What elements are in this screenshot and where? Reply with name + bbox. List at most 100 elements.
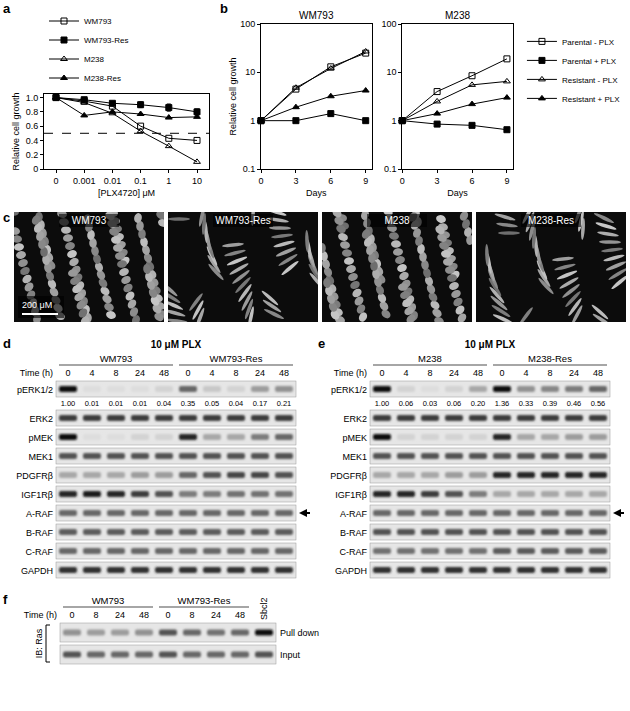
svg-text:0.33: 0.33 bbox=[519, 399, 534, 408]
svg-text:0.001: 0.001 bbox=[73, 176, 96, 186]
svg-text:M238-Res: M238-Res bbox=[84, 74, 121, 83]
svg-text:8: 8 bbox=[427, 368, 432, 378]
svg-text:Resistant + PLX: Resistant + PLX bbox=[562, 95, 620, 104]
svg-text:0: 0 bbox=[499, 368, 504, 378]
svg-text:WM793-Res: WM793-Res bbox=[84, 36, 128, 45]
svg-text:4: 4 bbox=[89, 368, 94, 378]
svg-text:B-RAF: B-RAF bbox=[26, 528, 54, 538]
svg-text:10: 10 bbox=[192, 176, 202, 186]
svg-text:WM793-Res: WM793-Res bbox=[210, 353, 263, 364]
svg-text:C-RAF: C-RAF bbox=[340, 547, 368, 557]
svg-text:Days: Days bbox=[447, 188, 468, 198]
svg-text:8: 8 bbox=[233, 368, 238, 378]
svg-text:48: 48 bbox=[473, 368, 483, 378]
svg-text:Relative cell growth: Relative cell growth bbox=[11, 92, 21, 170]
svg-text:100: 100 bbox=[381, 19, 396, 29]
svg-text:0.06: 0.06 bbox=[447, 399, 462, 408]
svg-text:WM793: WM793 bbox=[299, 10, 334, 21]
svg-text:MEK1: MEK1 bbox=[28, 452, 53, 462]
svg-text:M238: M238 bbox=[384, 215, 409, 226]
svg-text:0: 0 bbox=[258, 176, 263, 186]
svg-text:10 μM PLX: 10 μM PLX bbox=[151, 339, 202, 350]
svg-text:M238: M238 bbox=[84, 55, 105, 64]
svg-text:pMEK: pMEK bbox=[342, 433, 367, 443]
svg-text:WM793: WM793 bbox=[92, 595, 125, 606]
svg-text:10: 10 bbox=[386, 67, 396, 77]
svg-text:0.1: 0.1 bbox=[134, 176, 147, 186]
svg-text:0: 0 bbox=[53, 176, 58, 186]
svg-text:IGF1Rβ: IGF1Rβ bbox=[21, 490, 53, 500]
svg-text:WM793-Res: WM793-Res bbox=[178, 595, 231, 606]
svg-text:M238: M238 bbox=[445, 10, 470, 21]
svg-text:Time (h): Time (h) bbox=[334, 368, 367, 378]
svg-text:24: 24 bbox=[569, 368, 579, 378]
svg-text:4: 4 bbox=[403, 368, 408, 378]
svg-text:GAPDH: GAPDH bbox=[335, 566, 367, 576]
svg-text:Parental + PLX: Parental + PLX bbox=[562, 57, 617, 66]
svg-text:6: 6 bbox=[470, 176, 475, 186]
svg-text:0.01: 0.01 bbox=[109, 399, 124, 408]
svg-text:IGF1Rβ: IGF1Rβ bbox=[335, 490, 367, 500]
svg-text:3: 3 bbox=[435, 176, 440, 186]
svg-text:PDGFRβ: PDGFRβ bbox=[16, 471, 53, 481]
svg-text:1.36: 1.36 bbox=[495, 399, 510, 408]
svg-text:0: 0 bbox=[379, 368, 384, 378]
svg-text:0: 0 bbox=[69, 610, 74, 620]
svg-text:pERK1/2: pERK1/2 bbox=[331, 385, 367, 395]
svg-text:0.1: 0.1 bbox=[384, 164, 397, 174]
svg-text:Time (h): Time (h) bbox=[24, 610, 57, 620]
svg-text:3: 3 bbox=[293, 176, 298, 186]
svg-text:a: a bbox=[3, 1, 11, 16]
svg-text:200 μM: 200 μM bbox=[22, 300, 52, 310]
svg-text:0: 0 bbox=[65, 368, 70, 378]
svg-text:MEK1: MEK1 bbox=[342, 452, 367, 462]
svg-text:C-RAF: C-RAF bbox=[26, 547, 54, 557]
svg-text:e: e bbox=[318, 336, 325, 351]
svg-text:IB: Ras: IB: Ras bbox=[34, 628, 44, 658]
svg-text:0.01: 0.01 bbox=[85, 399, 100, 408]
svg-text:100: 100 bbox=[240, 19, 255, 29]
svg-text:0.06: 0.06 bbox=[399, 399, 414, 408]
svg-text:WM793: WM793 bbox=[72, 215, 107, 226]
svg-text:0.01: 0.01 bbox=[104, 176, 122, 186]
svg-text:0.39: 0.39 bbox=[543, 399, 558, 408]
svg-text:0.6: 0.6 bbox=[26, 121, 39, 131]
svg-text:0.56: 0.56 bbox=[591, 399, 606, 408]
svg-text:0.1: 0.1 bbox=[243, 164, 256, 174]
svg-text:c: c bbox=[3, 210, 10, 225]
svg-text:Resistant - PLX: Resistant - PLX bbox=[562, 76, 618, 85]
svg-text:[PLX4720] μM: [PLX4720] μM bbox=[98, 188, 155, 198]
svg-text:0: 0 bbox=[33, 164, 38, 174]
svg-text:4: 4 bbox=[523, 368, 528, 378]
svg-text:WM793: WM793 bbox=[84, 17, 112, 26]
svg-text:Sbcl2: Sbcl2 bbox=[259, 597, 269, 620]
svg-text:ERK2: ERK2 bbox=[343, 414, 367, 424]
svg-text:0: 0 bbox=[165, 610, 170, 620]
svg-text:24: 24 bbox=[115, 610, 125, 620]
svg-text:24: 24 bbox=[135, 368, 145, 378]
svg-text:0.04: 0.04 bbox=[229, 399, 244, 408]
svg-text:pERK1/2: pERK1/2 bbox=[17, 385, 53, 395]
svg-text:GAPDH: GAPDH bbox=[21, 566, 53, 576]
svg-text:48: 48 bbox=[139, 610, 149, 620]
svg-text:0: 0 bbox=[400, 176, 405, 186]
svg-text:Relative cell growth: Relative cell growth bbox=[228, 57, 238, 135]
svg-text:Input: Input bbox=[280, 650, 301, 660]
svg-text:WM793-Res: WM793-Res bbox=[215, 215, 271, 226]
svg-text:d: d bbox=[3, 336, 11, 351]
svg-text:1.00: 1.00 bbox=[375, 399, 390, 408]
svg-text:24: 24 bbox=[255, 368, 265, 378]
svg-text:f: f bbox=[3, 592, 8, 607]
svg-text:24: 24 bbox=[211, 610, 221, 620]
svg-text:M238-Res: M238-Res bbox=[528, 353, 572, 364]
svg-text:1: 1 bbox=[391, 116, 396, 126]
svg-text:48: 48 bbox=[279, 368, 289, 378]
svg-text:pMEK: pMEK bbox=[28, 433, 53, 443]
svg-text:M238: M238 bbox=[418, 353, 442, 364]
svg-text:1.0: 1.0 bbox=[26, 93, 39, 103]
svg-text:Time (h): Time (h) bbox=[20, 368, 53, 378]
svg-text:48: 48 bbox=[235, 610, 245, 620]
svg-text:48: 48 bbox=[593, 368, 603, 378]
svg-text:48: 48 bbox=[159, 368, 169, 378]
svg-text:8: 8 bbox=[547, 368, 552, 378]
